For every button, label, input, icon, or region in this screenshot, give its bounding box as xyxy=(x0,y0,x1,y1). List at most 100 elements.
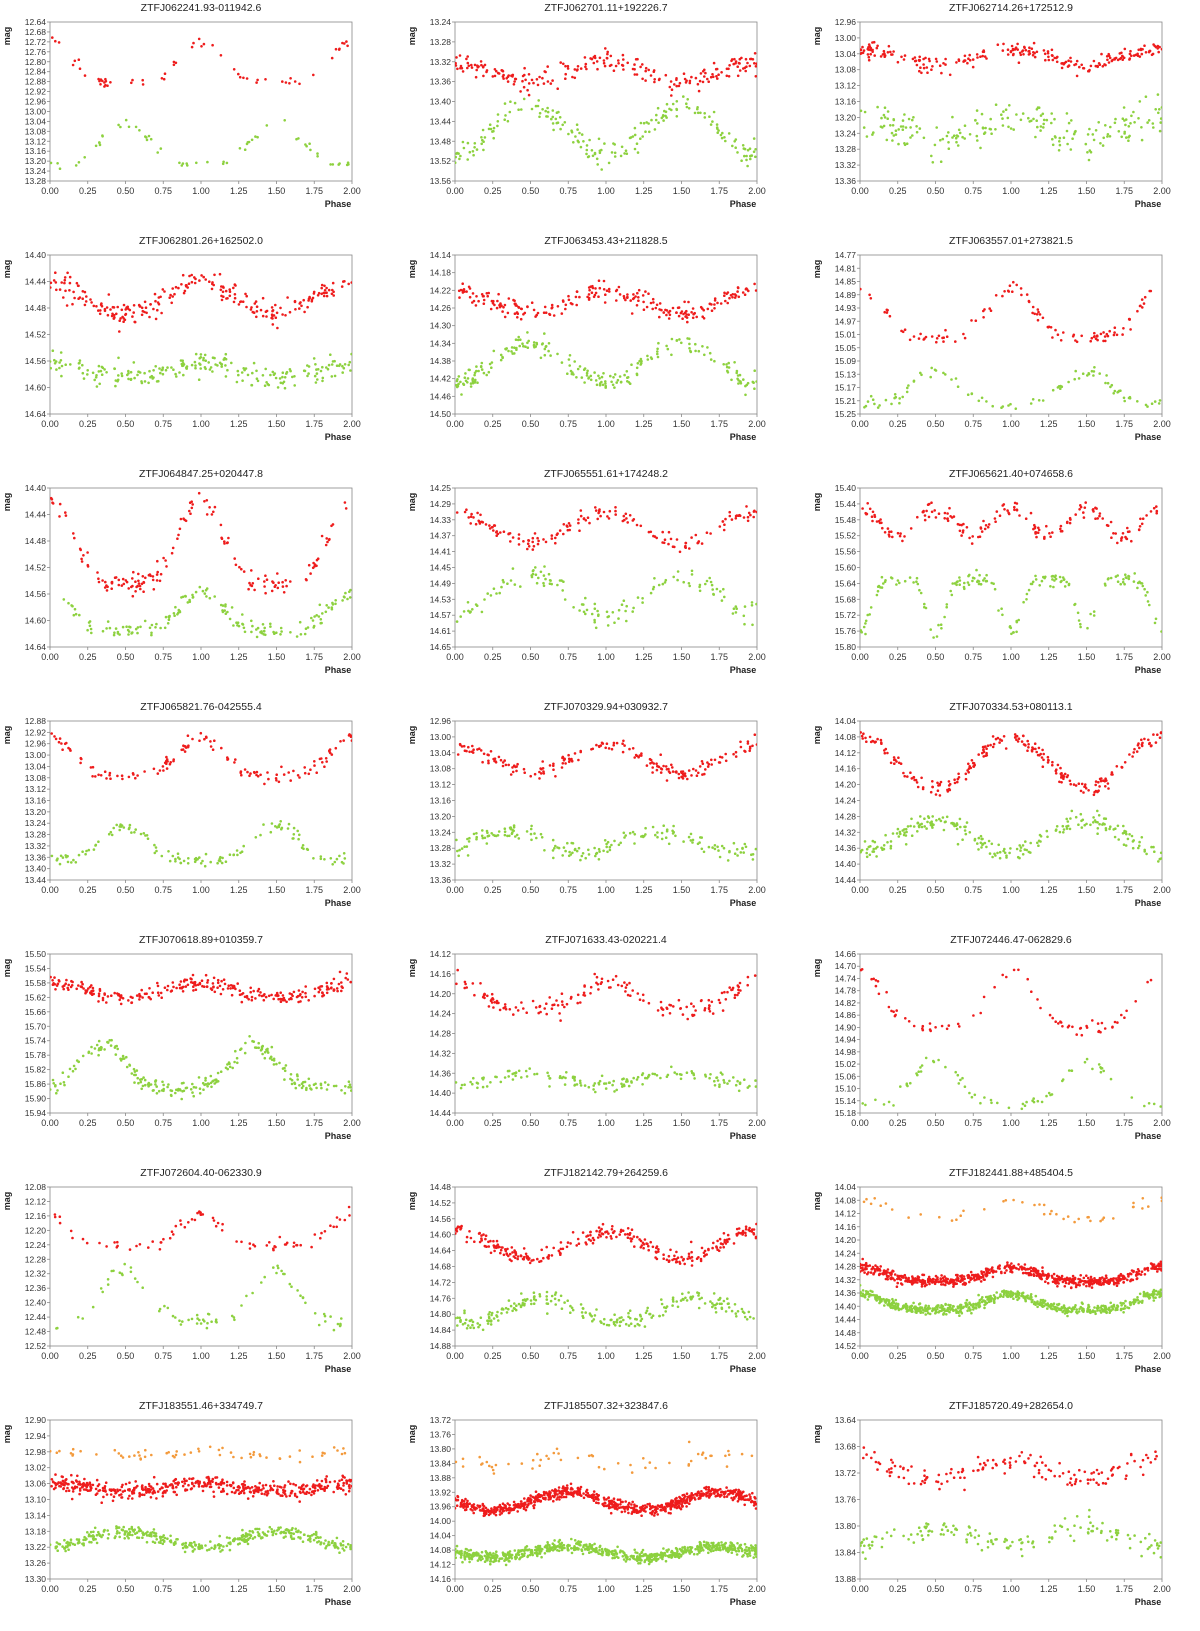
x-tick-label: 1.50 xyxy=(268,652,286,662)
data-point xyxy=(567,760,571,764)
data-point xyxy=(579,858,582,862)
data-point xyxy=(598,151,602,155)
data-point xyxy=(320,534,324,538)
data-point xyxy=(502,530,506,533)
data-point xyxy=(232,624,235,627)
data-point xyxy=(1157,860,1160,863)
data-point xyxy=(1137,742,1140,745)
data-point xyxy=(637,299,640,302)
data-point xyxy=(732,607,736,610)
data-point xyxy=(66,860,70,864)
data-point xyxy=(1098,514,1101,518)
data-point xyxy=(1041,765,1045,768)
data-point xyxy=(1082,67,1086,70)
y-tick-label: 13.20 xyxy=(25,156,47,166)
data-point xyxy=(224,860,228,863)
data-point xyxy=(603,839,607,842)
data-point xyxy=(1122,56,1126,60)
data-point xyxy=(85,990,88,994)
data-point xyxy=(271,309,274,313)
data-point xyxy=(319,618,323,621)
data-point xyxy=(693,111,697,115)
data-point xyxy=(675,538,679,541)
data-point xyxy=(546,115,549,118)
data-point xyxy=(982,745,986,749)
data-point xyxy=(719,133,723,137)
data-point xyxy=(1115,765,1119,768)
x-tick-label: 0.50 xyxy=(522,419,540,429)
data-point xyxy=(64,363,67,366)
chart-title: ZTFJ064847.25+020447.8 xyxy=(139,468,263,480)
data-point xyxy=(115,823,118,827)
x-tick-label: 1.25 xyxy=(635,186,653,196)
data-point xyxy=(276,994,279,998)
data-point xyxy=(193,982,197,986)
data-point xyxy=(134,125,138,129)
y-tick-label: 15.40 xyxy=(835,483,857,493)
data-point xyxy=(619,841,622,845)
data-point xyxy=(744,750,747,753)
data-point xyxy=(63,742,67,746)
data-point xyxy=(104,77,107,81)
data-point xyxy=(250,995,254,999)
data-point xyxy=(298,833,301,837)
y-tick-label: 12.96 xyxy=(25,97,47,107)
data-point xyxy=(604,380,607,383)
data-point xyxy=(618,375,622,378)
data-point xyxy=(233,557,236,560)
data-point xyxy=(871,839,875,843)
data-point xyxy=(1090,369,1094,373)
data-point xyxy=(122,303,126,307)
data-point xyxy=(232,300,236,304)
data-point xyxy=(1063,585,1067,588)
data-point xyxy=(927,57,931,61)
data-point xyxy=(93,378,96,382)
data-point xyxy=(899,532,902,535)
data-point xyxy=(502,306,505,309)
data-point xyxy=(748,745,752,749)
data-point xyxy=(865,740,868,743)
data-point xyxy=(1121,58,1124,61)
data-point xyxy=(156,151,159,154)
data-point xyxy=(220,365,223,368)
data-point xyxy=(1133,572,1136,575)
data-point xyxy=(1040,579,1044,583)
data-point xyxy=(460,745,464,748)
data-point xyxy=(641,135,644,138)
data-point xyxy=(949,589,952,593)
data-point xyxy=(1026,749,1029,752)
data-point xyxy=(172,985,175,989)
x-tick-label: 1.75 xyxy=(305,885,323,895)
data-point xyxy=(983,131,987,134)
data-point xyxy=(726,369,729,373)
data-point xyxy=(875,593,879,597)
x-tick-label: 0.00 xyxy=(446,885,464,895)
data-point xyxy=(269,625,272,628)
data-point xyxy=(588,138,591,142)
data-point xyxy=(740,159,743,162)
x-tick-label: 1.50 xyxy=(268,419,286,429)
data-point xyxy=(1107,61,1111,64)
data-point xyxy=(67,746,70,750)
data-point xyxy=(1084,501,1087,504)
data-point xyxy=(513,302,517,306)
x-tick-label: 1.75 xyxy=(1115,652,1133,662)
data-point xyxy=(723,136,726,139)
data-point xyxy=(871,48,874,52)
data-point xyxy=(143,300,147,304)
data-point xyxy=(657,341,660,345)
data-point xyxy=(463,749,467,752)
data-point xyxy=(298,82,301,86)
data-point xyxy=(1081,818,1085,822)
data-point xyxy=(543,849,546,852)
data-point xyxy=(182,291,186,295)
data-point xyxy=(1114,56,1118,60)
data-point xyxy=(1001,504,1004,507)
data-point xyxy=(203,353,207,357)
data-point xyxy=(459,380,462,384)
data-point xyxy=(1122,843,1126,846)
x-tick-label: 0.00 xyxy=(851,186,869,196)
data-point xyxy=(544,311,548,314)
data-point xyxy=(1034,574,1037,578)
data-point xyxy=(345,972,349,975)
